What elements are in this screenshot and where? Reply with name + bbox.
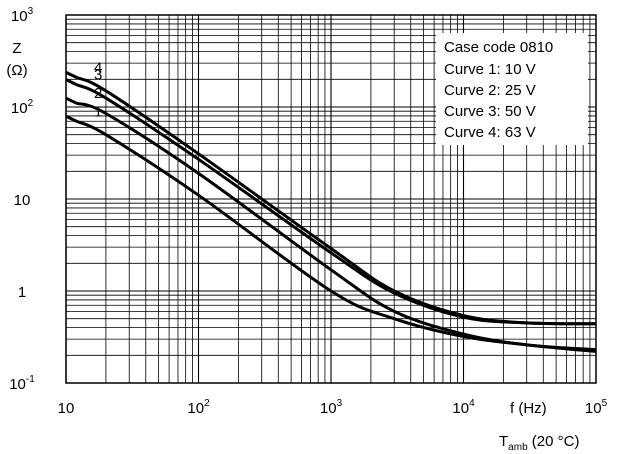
- legend-curve-1: Curve 1: 10 V: [444, 61, 536, 78]
- y-tick-label: 1: [18, 284, 26, 301]
- curve-2-leader: [65, 96, 78, 105]
- x-tick-exponent: 2: [204, 398, 210, 409]
- x-tick-exponent: 5: [602, 398, 608, 409]
- y-axis-label-unit: (Ω): [6, 62, 27, 79]
- y-tick-base: 10: [11, 8, 28, 25]
- legend-case-code: Case code 0810: [444, 39, 553, 56]
- y-tick-label: 103: [11, 6, 34, 25]
- legend-curve-4: Curve 4: 63 V: [444, 124, 536, 141]
- y-tick-base: 1: [18, 284, 26, 301]
- x-tick-label: 104: [452, 398, 475, 417]
- x-tick-exponent: 4: [469, 398, 475, 409]
- x-tick-label: 105: [585, 398, 608, 417]
- y-tick-exponent: 2: [28, 98, 34, 109]
- curve-4-label: 4: [94, 59, 102, 76]
- curve-4-leader: [65, 71, 78, 79]
- x-axis-condition-sub: amb: [508, 442, 528, 453]
- x-axis-condition: Tamb (20 °C): [499, 433, 579, 453]
- x-tick-base: 10: [452, 400, 469, 417]
- curve-1: [75, 119, 597, 353]
- curves: [65, 71, 597, 353]
- legend-curve-3: Curve 3: 50 V: [444, 103, 536, 120]
- y-tick-label: 102: [11, 98, 34, 117]
- y-axis-label: Z (Ω): [6, 40, 27, 79]
- legend: Case code 0810 Curve 1: 10 V Curve 2: 25…: [436, 33, 588, 145]
- x-axis-condition-rest: (20 °C): [528, 433, 580, 450]
- legend-curve-2: Curve 2: 25 V: [444, 82, 536, 99]
- curve-1-label: 1: [94, 103, 102, 120]
- x-tick-labels: 10 102 103 104 105: [58, 398, 608, 417]
- x-tick-base: 10: [187, 400, 204, 417]
- y-tick-label: 10: [14, 192, 31, 209]
- curve-4: [75, 75, 597, 326]
- x-axis-label: f (Hz): [510, 400, 547, 417]
- x-tick-label: 10: [58, 400, 75, 417]
- legend-box: [436, 33, 588, 145]
- x-tick-exponent: 3: [337, 398, 343, 409]
- x-tick-base: 10: [320, 400, 337, 417]
- y-tick-base: 10: [11, 100, 28, 117]
- x-axis-condition-main: T: [499, 433, 508, 450]
- curve-3-label: 3: [94, 67, 102, 84]
- plot-frame: [65, 14, 597, 384]
- x-tick-base: 10: [58, 400, 75, 417]
- y-axis-label-symbol: Z: [12, 40, 21, 57]
- y-tick-base: 10: [9, 376, 26, 393]
- curve-2: [75, 101, 597, 352]
- y-tick-base: 10: [14, 192, 31, 209]
- curve-3-leader: [65, 78, 78, 86]
- y-tick-exponent: 3: [28, 6, 34, 17]
- curve-2-label: 2: [94, 85, 102, 102]
- x-tick-base: 10: [585, 400, 602, 417]
- y-tick-exponent: -1: [26, 374, 35, 385]
- x-tick-label: 103: [320, 398, 343, 417]
- curve-1-leader: [65, 114, 78, 123]
- y-tick-label: 10-1: [9, 374, 35, 393]
- x-tick-label: 102: [187, 398, 210, 417]
